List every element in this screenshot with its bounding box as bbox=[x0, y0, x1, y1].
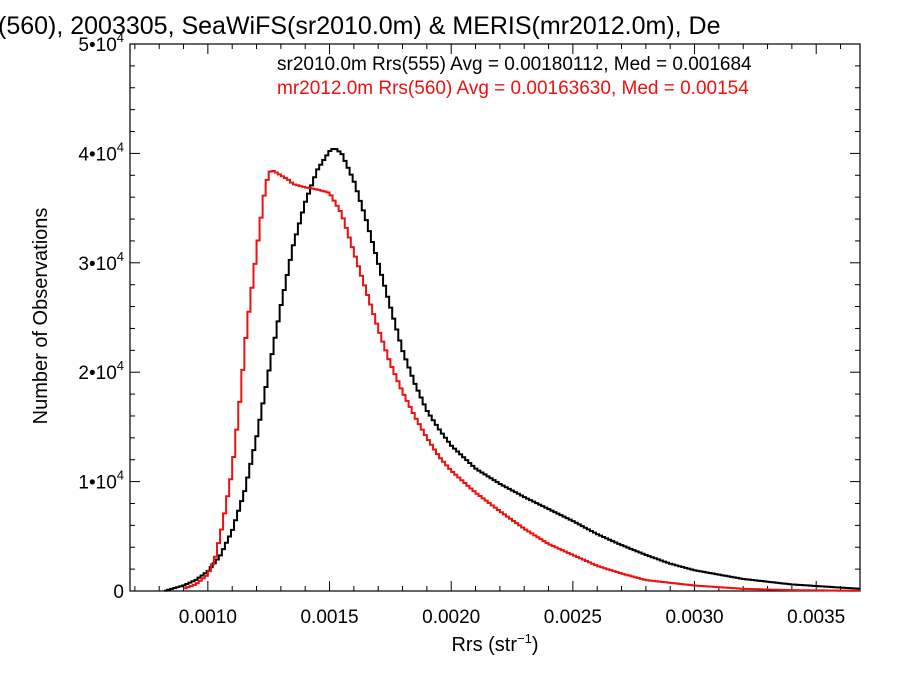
y-tick-label: 5•104 bbox=[78, 30, 124, 56]
y-tick-label-base: 5•10 bbox=[78, 35, 116, 56]
y-tick-label: 2•104 bbox=[78, 358, 124, 384]
y-tick-label-base: 4•10 bbox=[78, 144, 116, 165]
y-tick-label-exponent: 4 bbox=[117, 139, 124, 154]
y-tick-label-base: 3•10 bbox=[78, 254, 116, 275]
y-tick-label-base: 1•10 bbox=[78, 473, 116, 494]
y-axis-label: Number of Observations bbox=[30, 208, 52, 425]
y-tick-label-exponent: 4 bbox=[117, 249, 124, 264]
plot-frame bbox=[129, 43, 861, 592]
y-tick-label-base: 2•10 bbox=[78, 363, 116, 384]
x-tick-label: 0.0025 bbox=[544, 607, 602, 628]
x-tick-label: 0.0020 bbox=[422, 607, 480, 628]
x-axis-label-exponent: −1 bbox=[517, 631, 532, 646]
y-tick-label: 4•104 bbox=[78, 139, 124, 165]
y-tick-label: 1•104 bbox=[78, 468, 124, 494]
legend-entry-sr2010: sr2010.0m Rrs(555) Avg = 0.00180112, Med… bbox=[277, 54, 752, 75]
x-tick-label: 0.0035 bbox=[787, 607, 845, 628]
y-tick-label: 0 bbox=[113, 582, 124, 603]
series-line-sr2010 bbox=[164, 147, 860, 592]
x-tick-label: 0.0015 bbox=[300, 607, 358, 628]
legend-entry-mr2012: mr2012.0m Rrs(560) Avg = 0.00163630, Med… bbox=[277, 78, 749, 99]
x-tick-label: 0.0010 bbox=[179, 607, 237, 628]
y-tick-label-exponent: 4 bbox=[117, 358, 124, 373]
y-tick-label: 3•104 bbox=[78, 249, 124, 275]
y-tick-label-base: 0 bbox=[113, 582, 124, 603]
x-tick-label: 0.0030 bbox=[665, 607, 723, 628]
chart-title: (560), 2003305, SeaWiFS(sr2010.0m) & MER… bbox=[0, 12, 721, 40]
x-axis-label-suffix: ) bbox=[532, 634, 539, 656]
y-tick-label-exponent: 4 bbox=[117, 30, 124, 45]
x-axis-label: Rrs (str−1) bbox=[451, 631, 538, 656]
series-line-mr2012 bbox=[183, 169, 860, 592]
x-axis-label-main: Rrs (str bbox=[451, 634, 517, 656]
y-tick-label-exponent: 4 bbox=[117, 468, 124, 483]
